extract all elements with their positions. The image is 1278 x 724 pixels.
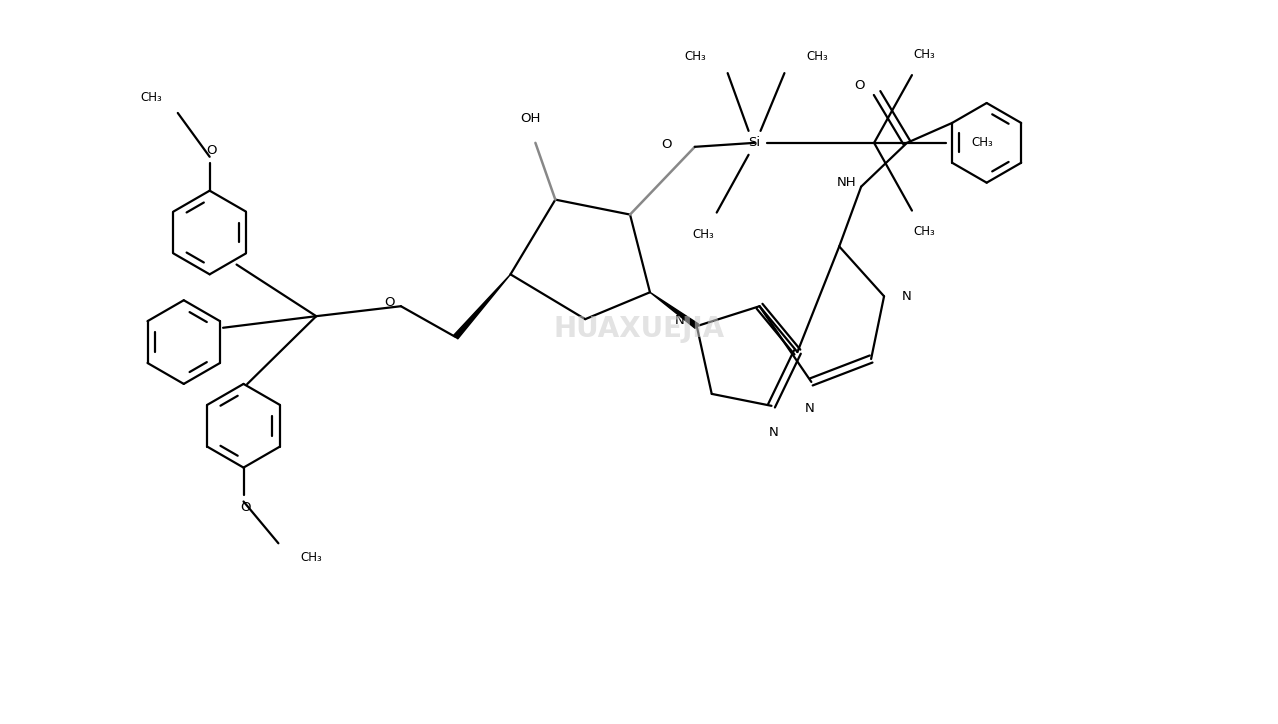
Text: HUAXUEJIA: HUAXUEJIA (553, 315, 725, 343)
Text: CH₃: CH₃ (912, 224, 934, 237)
Text: CH₃: CH₃ (684, 50, 705, 63)
Text: CH₃: CH₃ (691, 227, 713, 240)
Text: CH₃: CH₃ (806, 50, 828, 63)
Polygon shape (454, 274, 510, 339)
Text: O: O (240, 502, 250, 515)
Text: CH₃: CH₃ (971, 136, 993, 149)
Text: CH₃: CH₃ (141, 90, 162, 104)
Text: N: N (804, 402, 814, 415)
Text: Si: Si (749, 136, 760, 149)
Text: NH: NH (837, 176, 856, 189)
Polygon shape (651, 292, 698, 329)
Text: O: O (855, 79, 865, 91)
Text: O: O (206, 144, 217, 157)
Text: O: O (385, 295, 395, 308)
Text: N: N (902, 290, 911, 303)
Text: CH₃: CH₃ (912, 49, 934, 61)
Text: N: N (768, 426, 778, 439)
Text: CH₃: CH₃ (300, 551, 322, 564)
Text: O: O (662, 138, 672, 151)
Text: OH: OH (520, 112, 541, 125)
Text: N: N (675, 313, 685, 327)
